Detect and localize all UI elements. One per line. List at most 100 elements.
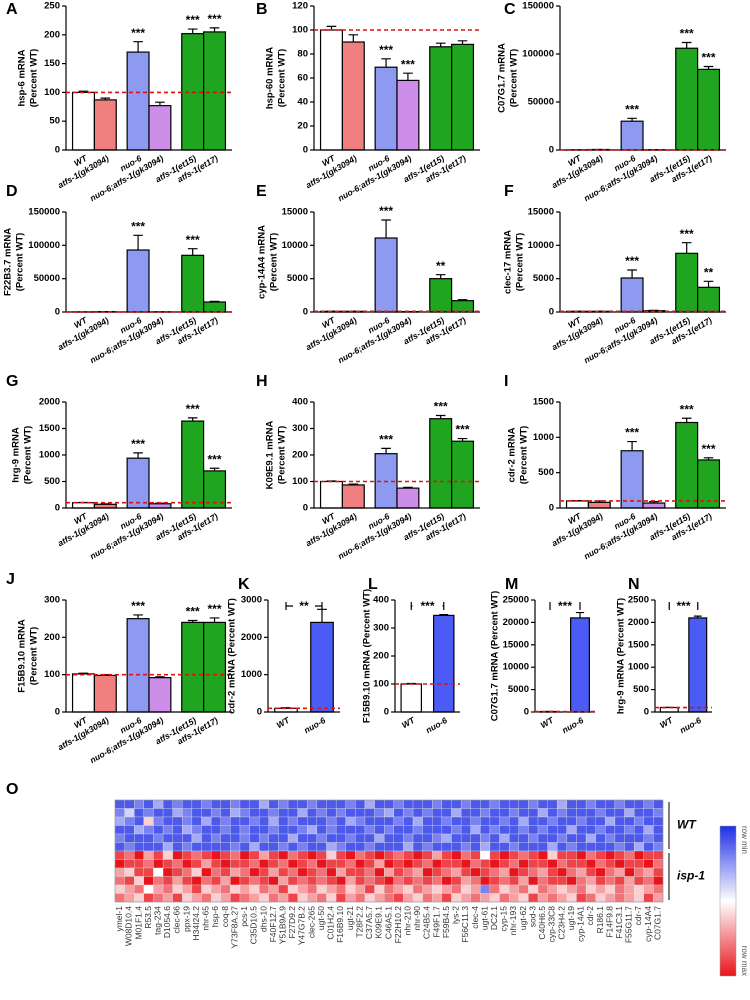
heatmap-cell (614, 893, 625, 903)
heatmap-cell (547, 893, 558, 903)
heatmap-cell (201, 876, 212, 886)
heatmap-cell (259, 876, 269, 886)
heatmap-cell (268, 808, 279, 818)
heatmap-cell (605, 833, 616, 843)
heatmap-cell (374, 850, 385, 860)
significance-label: *** (379, 43, 393, 57)
heatmap-cell (162, 850, 173, 860)
heatmap-cell (287, 842, 298, 852)
heatmap-cell (403, 825, 414, 835)
heatmap-cell (220, 876, 231, 886)
column-label: ppx-19 (181, 906, 191, 932)
heatmap-cell (595, 833, 606, 843)
heatmap-cell (614, 884, 625, 894)
y-axis-label: hsp-60 mRNA (265, 47, 276, 109)
significance-label: *** (456, 423, 470, 437)
y-axis-label: cdr-2 mRNA (507, 427, 518, 482)
heatmap-cell (230, 833, 241, 843)
heatmap-cell (489, 825, 500, 835)
y-tick-label: 0 (549, 307, 554, 318)
column-label: F16B9.10 (335, 906, 345, 943)
heatmap-cell (249, 833, 260, 843)
y-tick-label: 20 (297, 121, 308, 132)
heatmap-cell (326, 842, 337, 852)
heatmap-cell (307, 884, 318, 894)
y-tick-label: 3000 (241, 595, 262, 606)
heatmap-cell (134, 893, 144, 903)
heatmap-cell (374, 816, 385, 826)
colorbar (719, 825, 737, 977)
heatmap-cell (537, 816, 548, 826)
heatmap-cell (470, 867, 481, 877)
heatmap-cell (576, 859, 587, 869)
heatmap-cell (335, 850, 346, 860)
heatmap-cell (614, 808, 625, 818)
heatmap-cell (191, 893, 202, 903)
heatmap-cell (499, 808, 510, 818)
heatmap-cell (316, 859, 327, 869)
panel-label: C (504, 1, 516, 18)
heatmap-cell (499, 893, 510, 903)
heatmap-cell (114, 816, 125, 826)
y-tick-label: 10000 (503, 662, 529, 673)
bar (203, 31, 227, 151)
significance-label: *** (625, 254, 639, 268)
heatmap-cell (201, 825, 212, 835)
heatmap-cell (201, 842, 212, 852)
heatmap-cell (460, 799, 471, 809)
error-bar (133, 614, 143, 619)
heatmap-cell (297, 825, 308, 835)
heatmap-cell (364, 816, 375, 826)
heatmap-cell (451, 876, 462, 886)
heatmap-cell (489, 876, 500, 886)
heatmap-cell (614, 859, 625, 869)
heatmap-cell (605, 842, 616, 852)
colorbar-label: row min (740, 826, 749, 854)
significance-label: *** (702, 442, 716, 456)
heatmap-cell (441, 808, 452, 818)
heatmap-cell (316, 833, 327, 843)
heatmap-cell (614, 833, 625, 843)
heatmap-cell (489, 884, 500, 894)
error-bar (155, 676, 165, 678)
heatmap-cell (576, 808, 587, 818)
heatmap-cell (595, 850, 606, 860)
heatmap-cell (316, 816, 327, 826)
heatmap-cell (162, 876, 173, 886)
heatmap-cell (374, 799, 385, 809)
heatmap-cell (345, 808, 356, 818)
heatmap-cell (557, 884, 568, 894)
heatmap-cell (451, 816, 462, 826)
heatmap-cell (585, 825, 596, 835)
heatmap-cell (297, 816, 308, 826)
heatmap-cell (316, 808, 327, 818)
heatmap-cell (172, 825, 183, 835)
heatmap-cell (499, 850, 510, 860)
bar (565, 500, 589, 509)
heatmap-cell (364, 833, 375, 843)
heatmap-cell (566, 808, 577, 818)
significance-label: *** (131, 599, 145, 613)
heatmap-cell (345, 833, 356, 843)
y-tick-label: 0 (55, 503, 60, 514)
error-bar (100, 97, 111, 100)
error-bar (435, 414, 446, 419)
heatmap-cell (259, 867, 269, 877)
heatmap-cell (595, 808, 606, 818)
heatmap-cell (634, 808, 644, 818)
heatmap-cell (518, 876, 529, 886)
heatmap-cell (297, 808, 308, 818)
significance-label: *** (680, 27, 694, 41)
heatmap-cell (335, 893, 346, 903)
heatmap-cell (412, 867, 423, 877)
y-axis-label: (Percent WT) (277, 426, 288, 485)
y-tick-label: 20000 (503, 617, 529, 628)
heatmap-cell (335, 816, 346, 826)
heatmap-cell (643, 893, 654, 903)
y-tick-label: 15000 (503, 639, 529, 650)
heatmap-cell (239, 893, 250, 903)
heatmap-cell (557, 816, 568, 826)
heatmap-cell (114, 893, 125, 903)
heatmap-cell (537, 867, 548, 877)
heatmap-cell (220, 859, 231, 869)
